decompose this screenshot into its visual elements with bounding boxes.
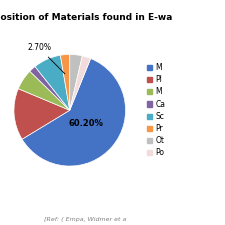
Wedge shape [22,58,126,166]
Wedge shape [35,55,70,110]
Wedge shape [18,71,70,110]
Text: 2.70%: 2.70% [27,43,65,74]
Wedge shape [70,56,91,110]
Text: Composition of Materials found in E-wa: Composition of Materials found in E-wa [0,14,172,22]
Wedge shape [70,54,82,110]
Wedge shape [30,67,70,110]
Text: [Ref: ( Empa, Widmer et a: [Ref: ( Empa, Widmer et a [44,216,127,221]
Text: 60.20%: 60.20% [68,119,103,128]
Wedge shape [14,89,70,139]
Legend: M, Pl, M, Ca, Sc, Pr, Ot, Po: M, Pl, M, Ca, Sc, Pr, Ot, Po [146,62,166,158]
Wedge shape [60,54,70,110]
